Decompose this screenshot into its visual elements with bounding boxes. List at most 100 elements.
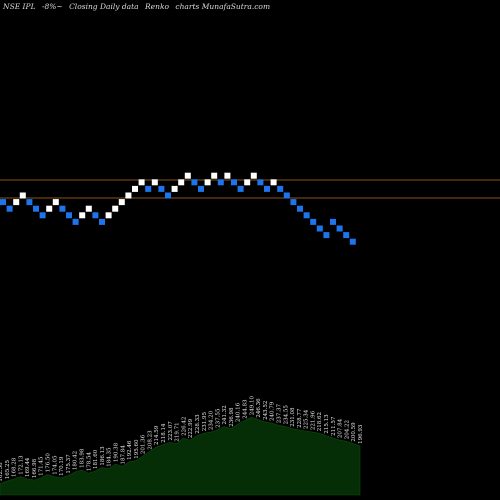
volume-area: [0, 416, 361, 496]
price-label: 200.59: [351, 422, 357, 442]
renko-brick-up: [52, 199, 59, 206]
price-label: 237.37: [276, 404, 282, 424]
price-label: 162.58: [0, 462, 4, 482]
renko-brick-up: [85, 205, 92, 212]
data-type-label: Closing Daily data: [69, 2, 139, 11]
renko-brick-down: [343, 232, 350, 239]
price-label: 234.20: [209, 410, 215, 430]
renko-brick-down: [349, 238, 356, 245]
renko-brick-down: [59, 205, 66, 212]
renko-brick-down: [316, 225, 323, 232]
renko-brick-up: [79, 212, 86, 219]
price-label: 196.93: [358, 424, 364, 444]
price-label: 228.33: [195, 414, 201, 434]
price-label: 183.98: [80, 448, 86, 468]
renko-brick-up: [270, 179, 277, 186]
renko-brick-up: [171, 185, 178, 192]
price-label: 214.59: [154, 425, 160, 445]
price-label: 175.37: [66, 454, 72, 474]
renko-brick-up: [151, 179, 158, 186]
renko-bricks: [0, 172, 356, 245]
renko-brick-down: [264, 185, 270, 192]
renko-brick-up: [244, 179, 251, 186]
price-label: 222.99: [188, 418, 194, 438]
renko-brick-down: [310, 218, 317, 225]
price-label: 234.55: [283, 405, 289, 425]
renko-brick-down: [297, 205, 303, 212]
price-label: 171.45: [39, 456, 45, 476]
renko-brick-up: [224, 172, 231, 179]
price-label: 170.19: [59, 456, 65, 476]
renko-brick-down: [72, 218, 79, 225]
price-label: 187.84: [120, 445, 126, 465]
renko-brick-up: [138, 179, 145, 186]
chart-name-label: Renko: [145, 2, 170, 11]
change-label: -8%~: [41, 2, 63, 11]
renko-brick-up: [125, 192, 132, 199]
renko-brick-down: [191, 179, 198, 186]
price-label: 172.13: [18, 455, 24, 475]
price-labels: 162.58 165.25 168.28 172.13 169.44 166.98 171.…: [0, 396, 364, 482]
volume-area-path: [0, 416, 361, 496]
price-label: 186.13: [100, 446, 106, 466]
renko-brick-down: [33, 205, 39, 212]
price-label: 243.52: [263, 401, 269, 420]
price-label: 228.77: [297, 408, 303, 428]
price-label: 226.42: [181, 417, 187, 436]
price-label: 184.35: [107, 447, 113, 467]
price-label: 236.98: [229, 407, 235, 427]
renko-brick-down: [26, 199, 33, 206]
price-label: 219.71: [175, 422, 181, 441]
price-label: 246.36: [256, 398, 262, 418]
price-label: 176.50: [46, 453, 52, 473]
renko-brick-down: [217, 179, 224, 186]
price-label: 223.07: [168, 421, 174, 441]
renko-brick-up: [46, 205, 53, 212]
price-label: 221.96: [310, 410, 316, 430]
renko-brick-down: [231, 179, 237, 186]
price-label: 241.32: [222, 405, 228, 424]
price-label: 192.46: [127, 440, 133, 460]
renko-brick-down: [158, 185, 165, 192]
renko-brick-up: [19, 192, 26, 199]
price-label: 240.79: [270, 401, 276, 421]
price-label: 180.42: [73, 451, 79, 470]
renko-brick-up: [13, 199, 20, 206]
renko-brick-down: [6, 205, 13, 212]
brand-label: charts MunafaSutra.com: [175, 2, 271, 11]
renko-brick-down: [145, 185, 152, 192]
renko-brick-down: [336, 225, 343, 232]
price-label: 174.05: [52, 455, 58, 475]
price-label: 181.60: [93, 449, 99, 469]
renko-brick-up: [204, 179, 211, 186]
renko-brick-up: [178, 179, 185, 186]
renko-brick-down: [198, 185, 204, 192]
renko-brick-down: [92, 212, 99, 219]
price-label: 166.98: [32, 458, 38, 478]
renko-brick-up: [118, 199, 125, 206]
price-label: 218.62: [317, 412, 323, 431]
price-label: 218.14: [161, 423, 167, 443]
renko-brick-down: [283, 192, 290, 199]
renko-brick-down: [0, 199, 6, 206]
renko-brick-down: [277, 185, 284, 192]
renko-brick-down: [66, 212, 72, 219]
renko-brick-up: [250, 172, 257, 179]
chart-header: NSE IPL -8%~ Closing Daily data Renko ch…: [3, 2, 274, 11]
price-label: 244.83: [243, 399, 249, 419]
price-label: 240.16: [236, 402, 242, 422]
price-label: 215.13: [324, 414, 330, 434]
price-label: 178.54: [86, 452, 92, 472]
price-label: 231.08: [290, 407, 296, 427]
renko-brick-down: [99, 218, 105, 225]
price-label: 211.57: [331, 416, 337, 436]
renko-brick-up: [184, 172, 191, 179]
renko-brick-up: [211, 172, 218, 179]
renko-brick-down: [39, 212, 46, 219]
renko-brick-up: [105, 212, 112, 219]
price-label: 190.38: [113, 442, 119, 462]
price-label: 201.36: [141, 434, 147, 454]
renko-brick-down: [237, 185, 244, 192]
price-label: 225.34: [304, 409, 310, 429]
